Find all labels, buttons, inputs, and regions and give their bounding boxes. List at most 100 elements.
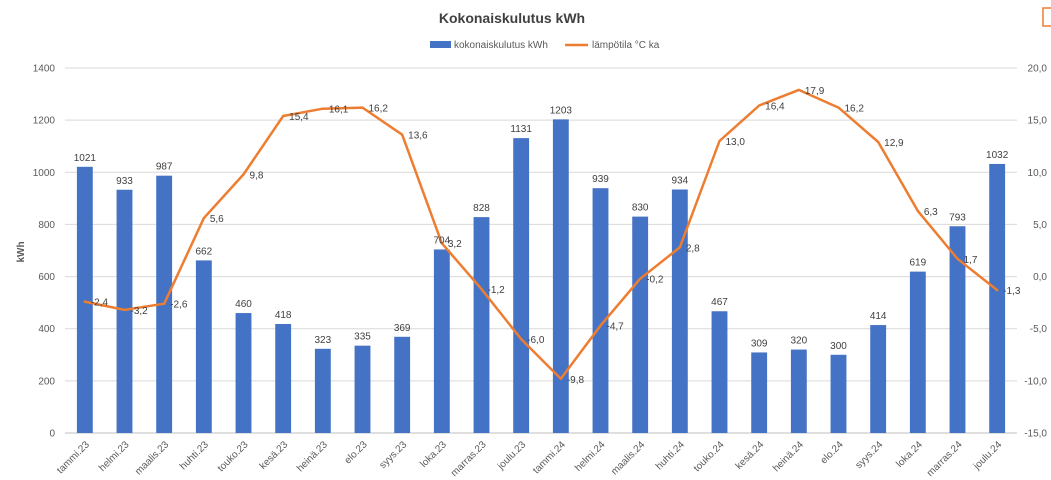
- line-value-label: 17,9: [805, 86, 825, 97]
- line-value-label: -4,7: [607, 322, 625, 333]
- bar: [235, 313, 252, 433]
- y2-tick-label: -5,0: [1030, 324, 1048, 335]
- x-axis: tammi.23 helmi.23 maalis.23 huhti.23 touko.2…: [55, 439, 1005, 479]
- bar-value-label: 939: [592, 174, 609, 185]
- line-point: [678, 246, 682, 249]
- x-tick-label: kesä.24: [734, 439, 767, 472]
- line-value-label: -6,0: [527, 335, 545, 346]
- x-tick-label: joulu.24: [971, 439, 1005, 473]
- x-tick-label: huhti.24: [654, 439, 687, 472]
- legend-swatch-kwh: [430, 41, 451, 48]
- y-axis-title: kWh: [16, 241, 27, 262]
- line-value-label: 3,2: [448, 239, 462, 250]
- y2-tick-label: 10,0: [1028, 168, 1048, 179]
- line-value-label: 16,1: [329, 105, 349, 116]
- line-value-label: 1,7: [964, 255, 978, 266]
- line-point: [876, 140, 880, 144]
- x-tick-label: kesä.23: [258, 439, 291, 472]
- bar: [195, 260, 212, 433]
- bar-value-label: 828: [473, 203, 490, 214]
- line-value-label: -3,2: [131, 306, 149, 317]
- line-point: [837, 106, 840, 109]
- line-data-labels: -2,4 -3,2 -2,6 5,6 9,8 15,4 16,1 16,2 13,6 3,2 -1,…: [91, 86, 1021, 386]
- bar: [394, 336, 411, 433]
- bar: [790, 349, 807, 433]
- x-tick-label: helmi.24: [573, 439, 608, 474]
- y-tick-label: 400: [38, 324, 55, 335]
- line-point: [559, 377, 563, 380]
- line-series: [83, 88, 999, 381]
- y2-tick-label: 20,0: [1028, 64, 1048, 75]
- line-value-label: -1,2: [488, 285, 506, 296]
- bar-value-label: 323: [314, 335, 331, 346]
- gridlines: [65, 67, 1017, 434]
- line-value-label: 5,6: [210, 214, 224, 225]
- temperature-line: [83, 88, 999, 381]
- line-point: [916, 209, 920, 213]
- x-tick-label: touko.24: [692, 439, 727, 474]
- line-point: [718, 139, 721, 143]
- x-tick-label: maalis.24: [609, 439, 647, 477]
- y2-tick-label: -15,0: [1024, 429, 1047, 440]
- bar-value-label: 1032: [986, 150, 1009, 161]
- line-point: [400, 133, 404, 136]
- x-tick-label: tammi.24: [531, 439, 568, 476]
- bar-value-label: 467: [711, 297, 728, 308]
- bar-value-label: 793: [949, 212, 966, 223]
- line-value-label: 9,8: [250, 170, 264, 181]
- y-axis-right: -15,0 -10,0 -5,0 0,0 5,0 10,0 15,0 20,0: [1024, 64, 1047, 440]
- bar-value-label: 418: [275, 310, 292, 321]
- bar: [76, 166, 93, 433]
- line-point: [281, 114, 285, 118]
- line-point: [321, 107, 325, 110]
- bar-value-label: 460: [235, 299, 252, 310]
- line-point: [757, 104, 761, 107]
- chart-title: Kokonaiskulutus kWh: [439, 10, 585, 26]
- bar: [513, 138, 530, 433]
- bar: [949, 226, 966, 433]
- x-tick-label: elo.23: [343, 439, 370, 466]
- x-tick-label: marras.24: [925, 439, 965, 479]
- bar-value-label: 309: [751, 338, 768, 349]
- x-tick-label: tammi.23: [55, 439, 92, 476]
- line-value-label: 13,6: [408, 131, 428, 142]
- bar-value-label: 1131: [510, 124, 532, 135]
- line-value-label: -1,3: [1003, 286, 1021, 297]
- bar-value-label: 1021: [74, 153, 97, 164]
- x-tick-label: loka.23: [418, 439, 449, 470]
- bar: [909, 271, 926, 433]
- line-point: [202, 216, 206, 220]
- y-tick-label: 600: [38, 272, 55, 283]
- line-point: [83, 300, 87, 303]
- bar-value-label: 414: [870, 311, 887, 322]
- y-tick-label: 0: [49, 429, 55, 440]
- x-tick-label: marras.23: [449, 439, 489, 479]
- line-point: [242, 173, 245, 176]
- bar: [552, 119, 569, 433]
- line-point: [361, 106, 364, 109]
- x-tick-label: heinä.23: [295, 439, 330, 474]
- line-value-label: 13,0: [726, 137, 746, 148]
- bar: [116, 189, 133, 433]
- line-value-label: 16,2: [369, 104, 389, 115]
- line-value-label: 15,4: [289, 112, 309, 123]
- legend-label-temp: lämpötila °C ka: [592, 40, 660, 51]
- line-value-label: 12,9: [884, 138, 904, 149]
- bar-value-label: 300: [830, 341, 847, 352]
- chart-legend: kokonaiskulutus kWh lämpötila °C ka: [430, 40, 660, 51]
- x-tick-label: maalis.23: [133, 439, 171, 477]
- bar-value-label: 1203: [550, 105, 573, 116]
- y-tick-label: 200: [38, 376, 55, 387]
- bar-value-label: 987: [156, 162, 173, 173]
- y-tick-label: 1000: [33, 168, 56, 179]
- bar-value-label: 619: [909, 258, 926, 269]
- line-value-label: -2,6: [170, 300, 188, 311]
- y2-tick-label: 0,0: [1033, 272, 1047, 283]
- y2-tick-label: -10,0: [1024, 376, 1047, 387]
- bar: [989, 163, 1006, 433]
- x-tick-label: loka.24: [894, 439, 925, 470]
- x-tick-label: joulu.23: [495, 439, 529, 473]
- line-value-label: 16,4: [765, 102, 785, 113]
- bar: [751, 352, 768, 433]
